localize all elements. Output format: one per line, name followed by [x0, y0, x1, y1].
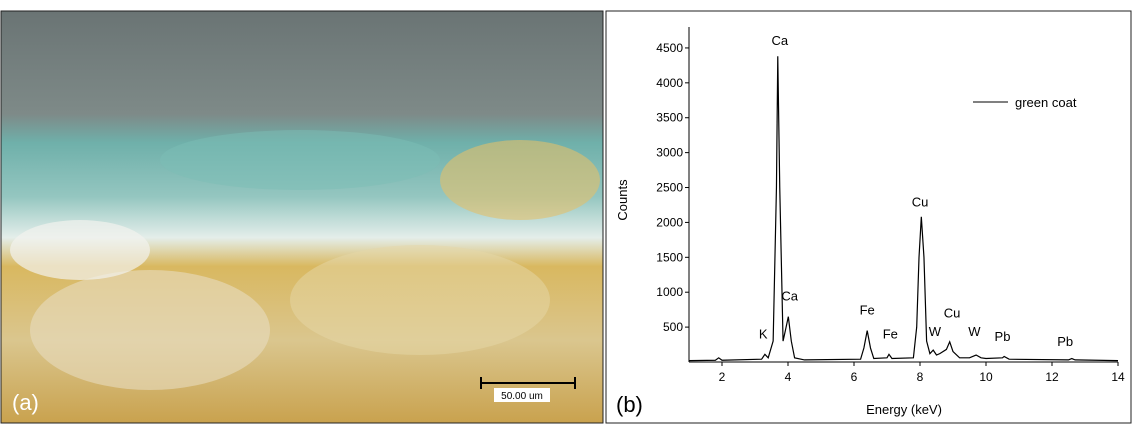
y-tick-label: 2000 [656, 215, 683, 229]
texture [30, 270, 270, 390]
peak-label: Ca [771, 33, 788, 48]
peak-label: Fe [860, 303, 875, 318]
texture [10, 220, 150, 280]
x-tick-label: 6 [851, 370, 858, 384]
peak-label: Ca [781, 289, 798, 304]
peak-label: W [968, 324, 981, 339]
x-tick-label: 10 [979, 370, 993, 384]
y-tick-label: 1000 [656, 285, 683, 299]
peak-label: Fe [883, 326, 898, 341]
x-axis-label: Energy (keV) [866, 402, 942, 417]
peak-label: Cu [912, 194, 929, 209]
spectrum-line [688, 56, 1119, 362]
texture [440, 140, 600, 220]
x-tick-label: 14 [1111, 370, 1125, 384]
texture [160, 130, 440, 190]
y-tick-label: 4000 [656, 76, 683, 90]
peak-label: Pb [1057, 334, 1073, 349]
y-tick-label: 4500 [656, 41, 683, 55]
y-tick-label: 2500 [656, 181, 683, 195]
scale-bar-box [494, 388, 550, 402]
x-tick-label: 2 [719, 370, 726, 384]
peak-label: K [759, 326, 768, 341]
chart-panel [605, 10, 1132, 424]
panel-label: (a) [12, 390, 39, 415]
y-axis-label: Counts [615, 179, 630, 221]
scale-bar-label: 50.00 um [501, 391, 543, 402]
y-tick-label: 500 [663, 320, 683, 334]
peak-label: Pb [995, 329, 1011, 344]
x-tick-label: 12 [1045, 370, 1059, 384]
peak-label: W [929, 324, 942, 339]
texture [290, 245, 550, 355]
panel-label: (b) [616, 392, 643, 417]
photo-panel: (a) 50.00 um [0, 10, 604, 424]
x-tick-label: 4 [785, 370, 792, 384]
y-tick-label: 3500 [656, 111, 683, 125]
x-tick-label: 8 [917, 370, 924, 384]
y-tick-label: 1500 [656, 250, 683, 264]
peak-label: Cu [944, 305, 961, 320]
legend-label: green coat [1015, 95, 1077, 110]
y-tick-label: 3000 [656, 146, 683, 160]
